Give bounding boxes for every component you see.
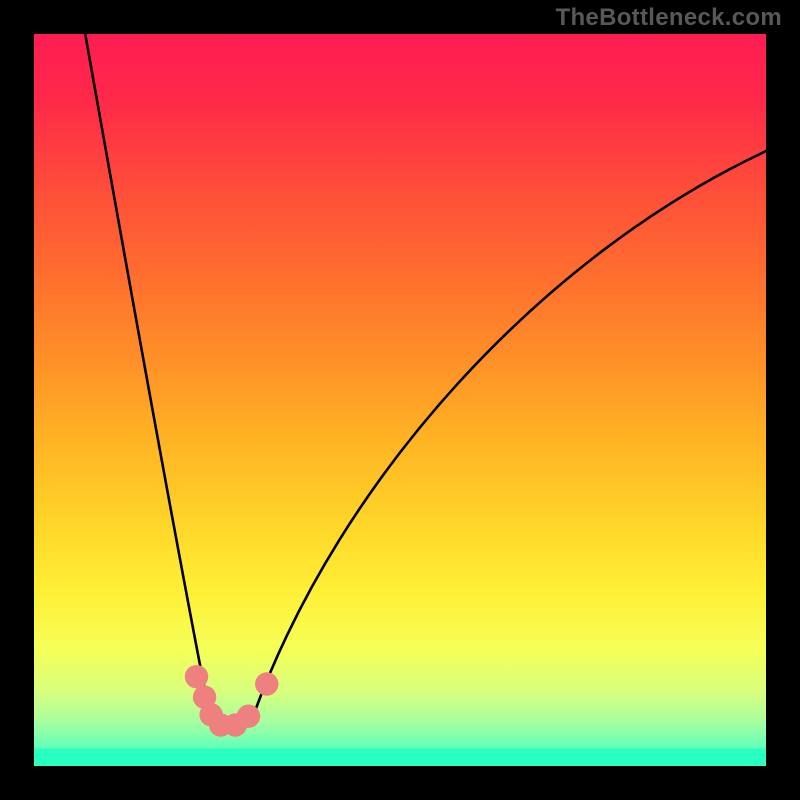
watermark-label: TheBottleneck.com <box>556 4 782 32</box>
marker-point <box>185 665 208 688</box>
marker-point <box>237 705 260 728</box>
chart-frame: TheBottleneck.com <box>0 0 800 800</box>
bottleneck-curve-plot <box>34 34 766 766</box>
marker-point <box>255 672 278 695</box>
plot-background <box>34 34 766 766</box>
baseline-band <box>34 748 766 766</box>
